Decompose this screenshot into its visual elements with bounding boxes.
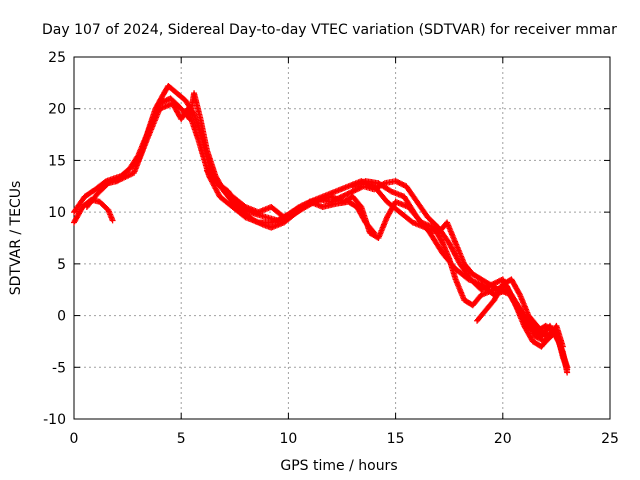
x-tick-label: 0 bbox=[70, 431, 79, 447]
series-track5 bbox=[203, 167, 571, 373]
plot-frame bbox=[73, 56, 611, 420]
x-tick-label: 25 bbox=[601, 431, 619, 447]
y-tick-label: -10 bbox=[43, 412, 66, 428]
data-marks bbox=[71, 82, 571, 376]
x-tick-label: 10 bbox=[279, 431, 297, 447]
data-point bbox=[516, 290, 523, 297]
y-tick-label: 20 bbox=[48, 102, 66, 118]
x-tick-label: 15 bbox=[387, 431, 405, 447]
y-tick-label: 10 bbox=[48, 205, 66, 221]
series-track2 bbox=[71, 82, 571, 376]
y-tick-label: 5 bbox=[57, 257, 66, 273]
x-tick-label: 5 bbox=[177, 431, 186, 447]
y-tick-label: 15 bbox=[48, 153, 66, 169]
series-track4 bbox=[113, 100, 571, 371]
y-tick-label: 25 bbox=[48, 50, 66, 66]
chart-title: Day 107 of 2024, Sidereal Day-to-day VTE… bbox=[42, 22, 617, 38]
series-track7 bbox=[474, 276, 571, 371]
x-axis-label: GPS time / hours bbox=[280, 458, 397, 474]
data-point bbox=[109, 217, 116, 224]
y-tick-label: -5 bbox=[52, 360, 66, 376]
data-point bbox=[564, 364, 571, 371]
data-point bbox=[439, 238, 446, 245]
series-track3 bbox=[83, 90, 378, 236]
data-point bbox=[511, 300, 518, 307]
y-tick-label: 0 bbox=[57, 309, 66, 325]
ticks: 0 5 10 15 20 25 -10 -5 0 5 10 15 20 25 bbox=[43, 50, 619, 447]
x-tick-label: 20 bbox=[494, 431, 512, 447]
y-axis-label: SDTVAR / TECUs bbox=[8, 181, 24, 296]
